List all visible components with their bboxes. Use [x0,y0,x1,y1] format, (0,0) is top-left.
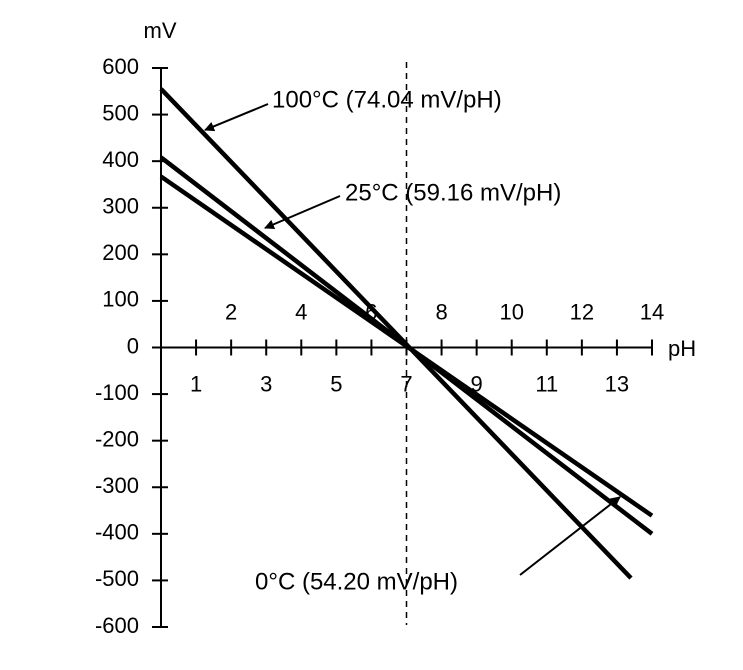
x-tick-label: 11 [535,371,558,396]
x-axis-label: pH [668,336,696,361]
series-line [159,174,654,518]
y-tick-label: -300 [95,473,139,498]
callout-arrow [264,195,341,230]
y-tick-label: -500 [95,566,139,591]
y-tick-label: 400 [102,147,139,172]
y-tick-label: 100 [102,287,139,312]
callout-label: 25°C (59.16 mV/pH) [345,179,561,206]
y-tick-label: 300 [102,194,139,219]
x-tick-label: 4 [295,299,307,324]
series-line [159,87,633,580]
y-tick-label: 0 [127,333,139,358]
y-tick-label: 500 [102,100,139,125]
callout-arrow [204,103,269,132]
x-tick-label: 10 [499,299,523,324]
callout-label: 100°C (74.04 mV/pH) [272,86,502,113]
x-tick-label: 14 [640,299,664,324]
y-tick-label: -400 [95,520,139,545]
y-tick-label: 200 [102,240,139,265]
x-tick-label: 8 [435,299,447,324]
x-tick-label: 2 [225,299,237,324]
x-tick-label: 1 [190,371,202,396]
y-tick-label: -100 [95,380,139,405]
callout-label: 0°C (54.20 mV/pH) [255,568,458,595]
y-tick-label: 600 [102,54,139,79]
y-tick-label: -200 [95,426,139,451]
y-tick-label: -600 [95,613,139,638]
x-tick-label: 13 [605,371,629,396]
y-axis-label: mV [144,18,177,43]
callout-arrow [519,496,621,576]
x-tick-label: 5 [330,371,342,396]
x-tick-label: 3 [260,371,272,396]
x-tick-label: 12 [570,299,594,324]
